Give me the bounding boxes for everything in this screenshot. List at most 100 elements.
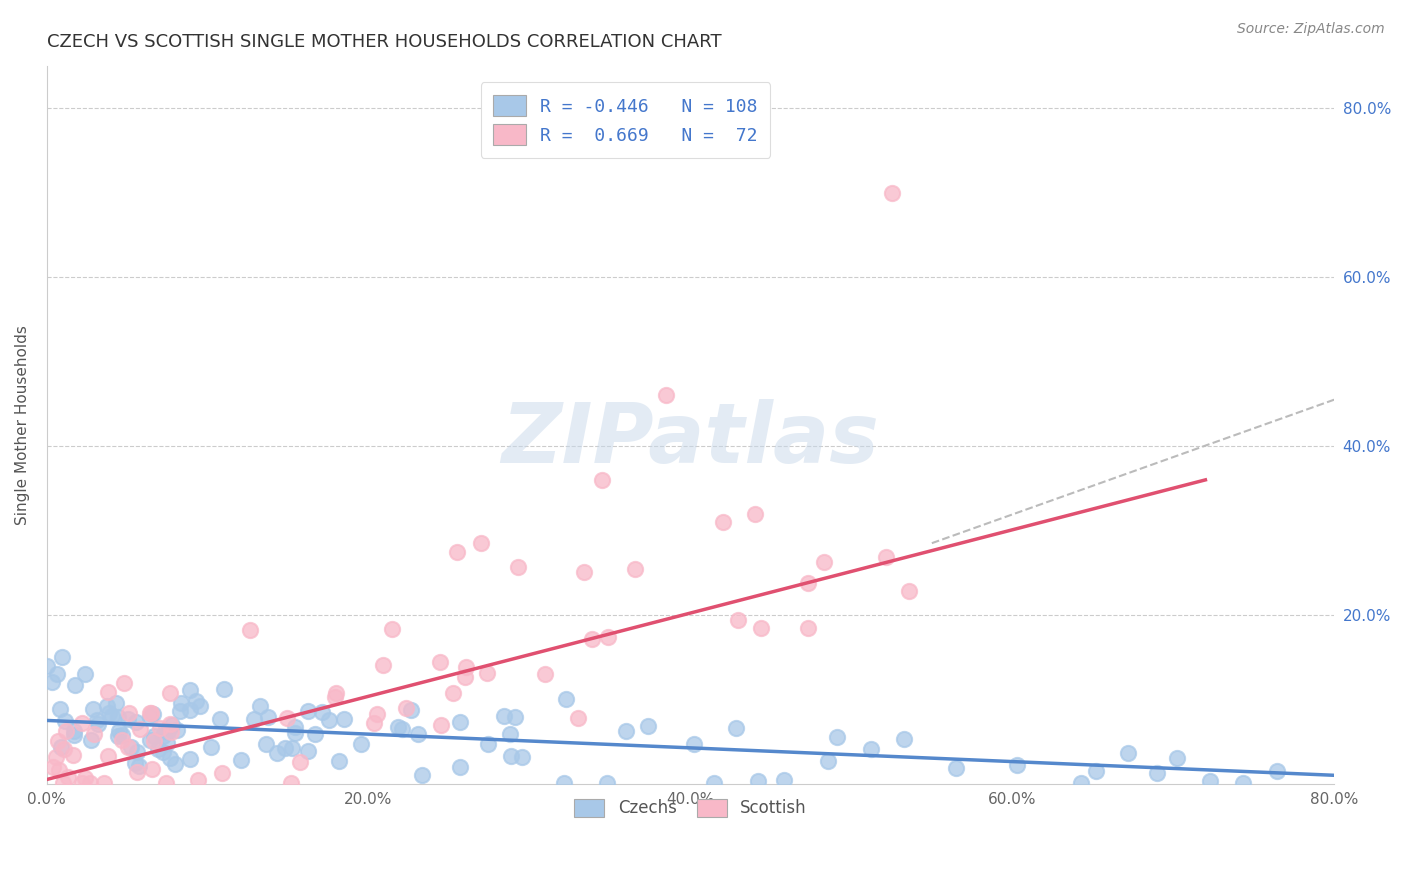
Point [395, 701, 418, 715]
Point [96, 699, 118, 714]
Point [333, 712, 356, 726]
Point [499, 748, 522, 763]
Point [108, 724, 131, 739]
Point [117, 706, 139, 720]
Point [797, 621, 820, 635]
Text: CZECH VS SCOTTISH SINGLE MOTHER HOUSEHOLDS CORRELATION CHART: CZECH VS SCOTTISH SINGLE MOTHER HOUSEHOL… [46, 33, 721, 51]
Point [42, 760, 65, 774]
Point [494, 708, 516, 723]
Point [141, 762, 163, 776]
Point [179, 683, 201, 698]
Point [45, 749, 67, 764]
Point [188, 699, 211, 714]
Point [249, 698, 271, 713]
Point [73, 771, 96, 785]
Point [297, 704, 319, 718]
Point [155, 724, 177, 739]
Point [655, 388, 678, 402]
Point [159, 751, 181, 765]
Point [477, 738, 499, 752]
Point [120, 739, 142, 754]
Point [52, 776, 75, 790]
Point [553, 776, 575, 790]
Point [239, 623, 262, 637]
Point [107, 710, 129, 724]
Point [82, 702, 104, 716]
Text: ZIPatlas: ZIPatlas [502, 399, 879, 480]
Point [311, 705, 333, 719]
Point [637, 719, 659, 733]
Point [111, 732, 134, 747]
Point [156, 736, 179, 750]
Point [170, 696, 193, 710]
Point [70, 776, 93, 790]
Point [53, 714, 76, 728]
Text: Source: ZipAtlas.com: Source: ZipAtlas.com [1237, 22, 1385, 37]
Point [98, 706, 121, 720]
Point [1232, 776, 1254, 790]
Point [152, 729, 174, 743]
Point [475, 665, 498, 680]
Point [387, 720, 409, 734]
Point [274, 740, 297, 755]
Point [859, 741, 882, 756]
Point [35, 658, 58, 673]
Point [624, 562, 647, 576]
Point [93, 776, 115, 790]
Point [441, 686, 464, 700]
Point [112, 676, 135, 690]
Point [280, 776, 302, 790]
Point [142, 707, 165, 722]
Point [288, 755, 311, 769]
Point [1085, 764, 1108, 779]
Point [160, 725, 183, 739]
Point [406, 726, 429, 740]
Point [945, 761, 967, 775]
Point [107, 730, 129, 744]
Point [138, 706, 160, 720]
Point [139, 706, 162, 720]
Point [703, 776, 725, 790]
Point [1166, 751, 1188, 765]
Point [149, 721, 172, 735]
Point [449, 715, 471, 730]
Point [328, 754, 350, 768]
Point [62, 723, 84, 738]
Point [146, 741, 169, 756]
Point [281, 741, 304, 756]
Point [1116, 746, 1139, 760]
Point [55, 724, 77, 739]
Point [159, 686, 181, 700]
Point [266, 746, 288, 760]
Point [160, 718, 183, 732]
Point [229, 753, 252, 767]
Point [449, 759, 471, 773]
Point [276, 711, 298, 725]
Point [284, 720, 307, 734]
Point [157, 724, 180, 739]
Point [80, 733, 103, 747]
Point [727, 613, 749, 627]
Point [1146, 766, 1168, 780]
Point [79, 776, 101, 790]
Point [825, 730, 848, 744]
Point [200, 739, 222, 754]
Point [772, 772, 794, 787]
Point [429, 655, 451, 669]
Point [166, 723, 188, 737]
Point [49, 740, 72, 755]
Point [323, 690, 346, 704]
Point [596, 776, 619, 790]
Point [304, 727, 326, 741]
Point [880, 186, 903, 200]
Point [325, 686, 347, 700]
Point [138, 710, 160, 724]
Point [318, 714, 340, 728]
Point [749, 621, 772, 635]
Point [574, 565, 596, 579]
Point [46, 667, 69, 681]
Point [503, 710, 526, 724]
Point [104, 696, 127, 710]
Point [430, 717, 453, 731]
Point [111, 728, 134, 742]
